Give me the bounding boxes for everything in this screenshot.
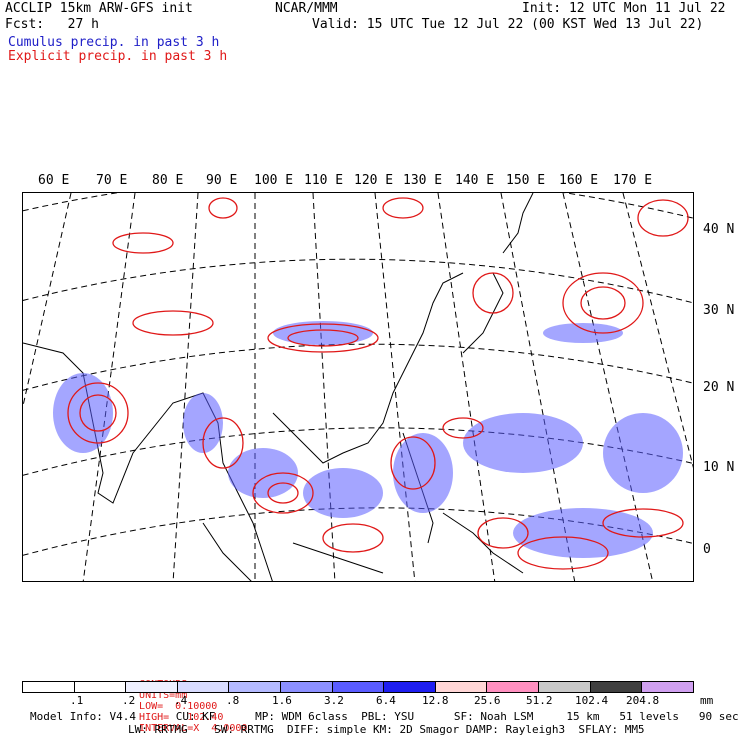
lon-label: 90 E [206,173,238,188]
lon-label: 100 E [254,173,294,188]
lat-label: 40 N [703,222,735,237]
colorbar-tick: 25.6 [474,694,501,707]
precip-colorbar [22,681,694,693]
model-info-line2: LW: RRTMG SW: RRTMG DIFF: simple KM: 2D … [128,723,645,736]
model-title: ACCLIP 15km ARW-GFS init [5,1,193,16]
colorbar-unit: mm [700,694,714,707]
lon-label: 140 E [455,173,495,188]
colorbar-swatch [486,682,539,692]
lon-label: 80 E [152,173,184,188]
contours-interval: INTERVAL=X 4.0000 [139,723,248,734]
organization-label: NCAR/MMM [275,1,338,16]
colorbar-swatch [228,682,281,692]
colorbar-tick: 102.4 [575,694,609,707]
colorbar-swatch [125,682,177,692]
valid-time: Valid: 15 UTC Tue 12 Jul 22 (00 KST Wed … [312,17,704,32]
cumulus-precip-areas [53,321,683,558]
lat-label: 10 N [703,460,735,475]
colorbar-swatch [538,682,590,692]
lon-label: 160 E [559,173,599,188]
lon-label: 150 E [506,173,546,188]
lon-label: 70 E [96,173,128,188]
lon-label: 130 E [403,173,443,188]
forecast-hour: Fcst: 27 h [5,17,99,32]
colorbar-tick: .4 [174,694,188,707]
explicit-precip-contours [67,197,689,570]
colorbar-swatch [280,682,332,692]
colorbar-tick: .8 [226,694,240,707]
cumulus-legend-label: Cumulus precip. in past 3 h [8,35,220,50]
map-canvas [23,193,693,581]
colorbar-tick: 3.2 [324,694,344,707]
contours-units: UNITS=mm [139,690,188,701]
colorbar-swatch [589,682,642,692]
precipitation-map [22,192,694,582]
colorbar-swatch [434,682,487,692]
lon-label: 170 E [613,173,653,188]
colorbar-tick: 204.8 [626,694,660,707]
contours-low: LOW= 0.10000 [139,701,218,712]
colorbar-swatch [641,682,693,692]
colorbar-tick: 6.4 [376,694,396,707]
lat-label: 20 N [703,380,735,395]
lon-label: 120 E [354,173,394,188]
explicit-legend-label: Explicit precip. in past 3 h [8,49,228,64]
colorbar-swatch [176,682,229,692]
colorbar-tick: 51.2 [526,694,553,707]
colorbar-tick: 12.8 [422,694,449,707]
lat-label: 0 [703,542,711,557]
colorbar-tick: .1 [70,694,84,707]
lon-label: 60 E [38,173,70,188]
init-time: Init: 12 UTC Mon 11 Jul 22 [522,1,726,16]
colorbar-swatch [383,682,435,692]
colorbar-tick: 1.6 [272,694,292,707]
lon-label: 110 E [304,173,344,188]
colorbar-swatch [73,682,126,692]
contours-high: HIGH= 102.40 [139,712,224,723]
lat-label: 30 N [703,303,735,318]
model-info-line1: Model Info: V4.4 CU: KF MP: WDM 6class P… [30,710,739,723]
colorbar-swatch [331,682,384,692]
colorbar-swatch [23,682,74,692]
colorbar-tick: .2 [122,694,136,707]
